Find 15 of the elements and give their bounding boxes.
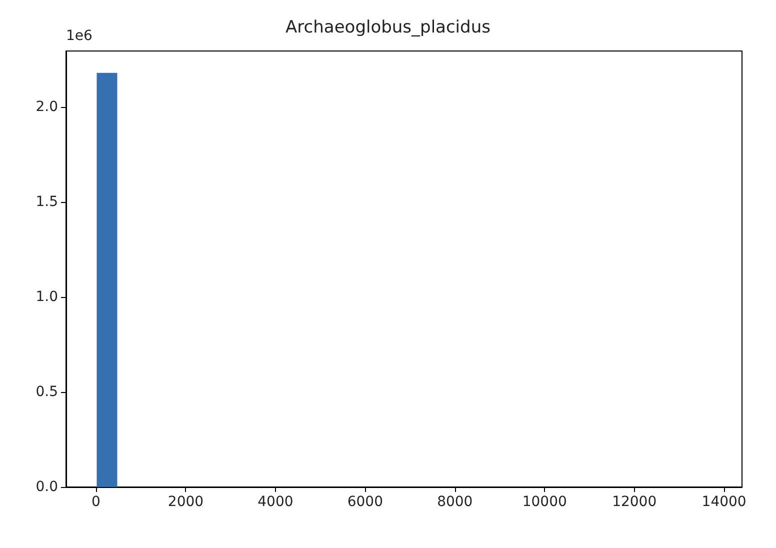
x-tick-label: 6000 (347, 494, 383, 510)
y-tick-label: 0.5 (36, 384, 58, 400)
y-tick-label: 1.5 (36, 194, 58, 210)
x-tick-label: 2000 (168, 494, 204, 510)
text: 1e6 (66, 28, 93, 44)
y-tick-label: 2.0 (36, 99, 58, 116)
chart-title: Archaeoglobus_placidus (286, 18, 491, 38)
x-tick-label: 0 (92, 494, 100, 510)
x-tick-label: 4000 (258, 494, 294, 510)
x-tick-label: 14000 (702, 494, 746, 510)
x-tick-label: 10000 (522, 494, 567, 510)
x-tick-label: 12000 (612, 494, 657, 510)
y-tick-label: 0.0 (36, 479, 58, 495)
x-tick-label: 8000 (437, 494, 473, 510)
y-tick-label: 1.0 (36, 289, 58, 306)
